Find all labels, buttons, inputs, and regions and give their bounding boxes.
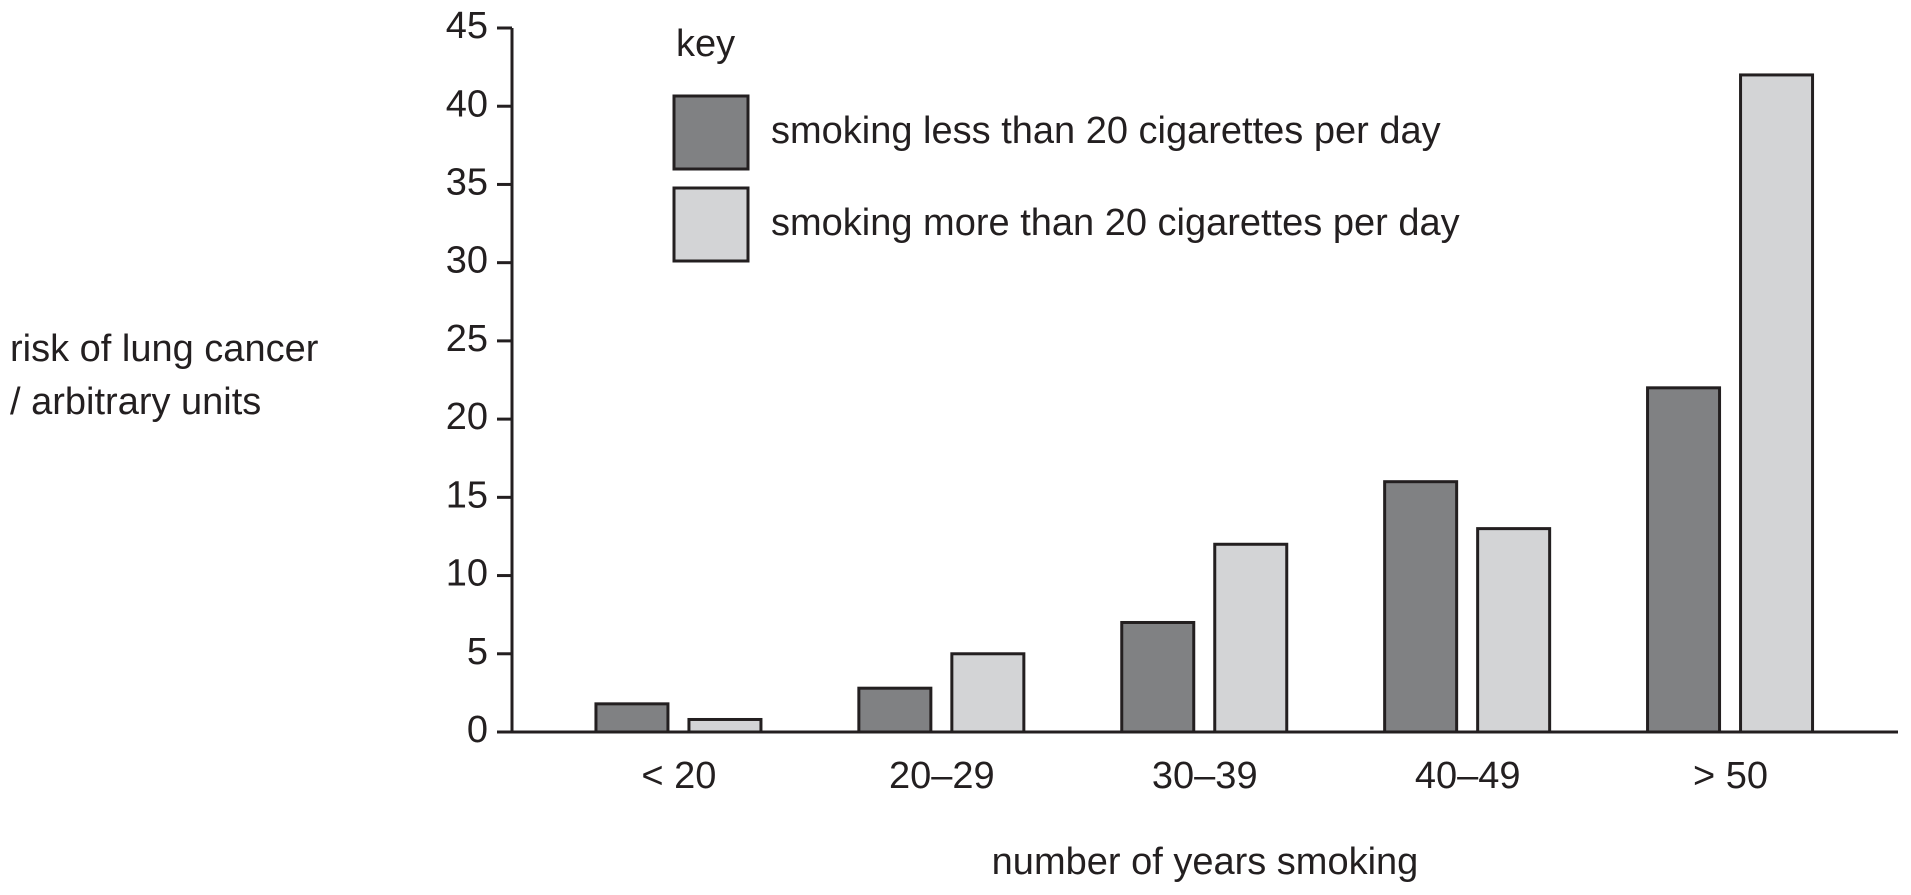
legend-label: smoking less than 20 cigarettes per day — [771, 110, 1441, 152]
y-tick-label: 45 — [446, 5, 488, 47]
bar — [857, 686, 933, 734]
legend-swatch — [672, 94, 750, 171]
bar — [594, 702, 670, 734]
y-tick-label: 20 — [446, 396, 488, 438]
y-tick-label: 0 — [467, 709, 488, 751]
legend-title: key — [676, 23, 735, 65]
bar — [1383, 480, 1459, 734]
x-tick-label: 20–29 — [889, 755, 995, 797]
x-tick-label: < 20 — [641, 755, 716, 797]
x-axis-label: number of years smoking — [992, 841, 1419, 883]
legend-label: smoking more than 20 cigarettes per day — [771, 202, 1460, 244]
y-tick-label: 10 — [446, 553, 488, 595]
y-tick-label: 25 — [446, 318, 488, 360]
y-tick-label: 30 — [446, 240, 488, 282]
bar — [1120, 620, 1196, 734]
y-axis-label: / arbitrary units — [10, 381, 261, 423]
y-axis-label: risk of lung cancer — [10, 328, 319, 370]
legend-swatch — [672, 186, 750, 263]
bar — [1476, 527, 1552, 734]
x-tick-label: > 50 — [1693, 755, 1768, 797]
bar — [1646, 386, 1722, 734]
y-tick-label: 35 — [446, 161, 488, 203]
y-tick-label: 40 — [446, 83, 488, 125]
x-tick-label: 40–49 — [1415, 755, 1521, 797]
y-tick-label: 15 — [446, 474, 488, 516]
x-tick-label: 30–39 — [1152, 755, 1258, 797]
y-tick-label: 5 — [467, 631, 488, 673]
bar — [1213, 542, 1289, 734]
bar — [1739, 73, 1815, 734]
bar — [687, 717, 763, 734]
bar — [950, 652, 1026, 734]
